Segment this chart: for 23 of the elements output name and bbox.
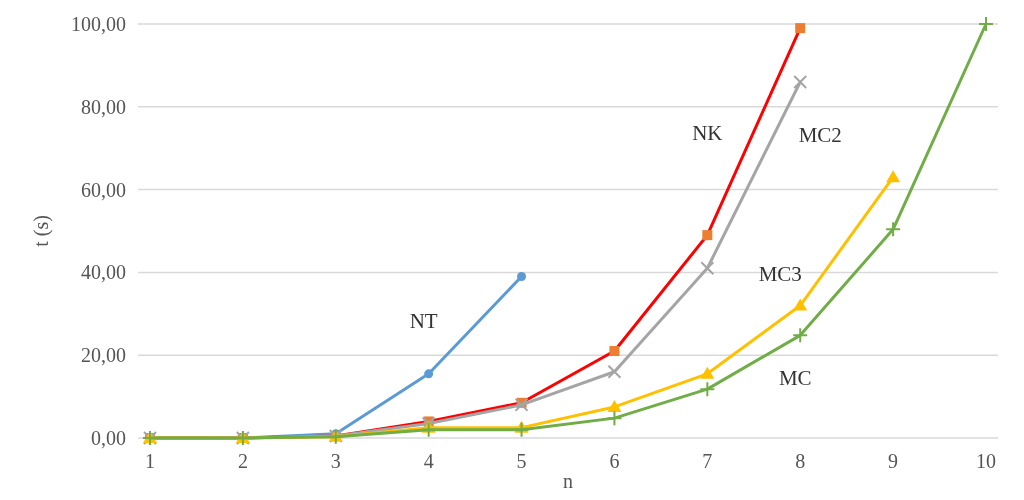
x-tick-label: 5 [516, 450, 527, 472]
x-tick-label: 8 [795, 450, 806, 472]
series-label: NT [409, 308, 438, 333]
series-label: NK [692, 121, 723, 146]
x-tick-label: 6 [609, 450, 620, 472]
y-tick-label: 0,00 [91, 427, 126, 449]
x-tick-label: 7 [702, 450, 713, 472]
series-label: MC3 [758, 261, 802, 286]
x-tick-label: 9 [888, 450, 899, 472]
y-tick-label: 100,00 [71, 13, 126, 35]
x-tick-label: 1 [145, 450, 155, 472]
x-axis-title: n [563, 470, 573, 492]
y-tick-label: 80,00 [81, 95, 126, 118]
x-tick-label: 4 [423, 450, 434, 472]
y-axis-title: t (s) [30, 215, 53, 247]
series-label: MC2 [798, 122, 842, 147]
series-label: MC [778, 366, 812, 391]
y-tick-label: 60,00 [81, 178, 126, 201]
y-tick-label: 20,00 [81, 344, 126, 367]
x-tick-label: 2 [237, 450, 248, 472]
x-tick-label: 3 [330, 450, 341, 472]
y-tick-label: 40,00 [81, 261, 126, 284]
x-tick-label: 10 [976, 450, 996, 472]
